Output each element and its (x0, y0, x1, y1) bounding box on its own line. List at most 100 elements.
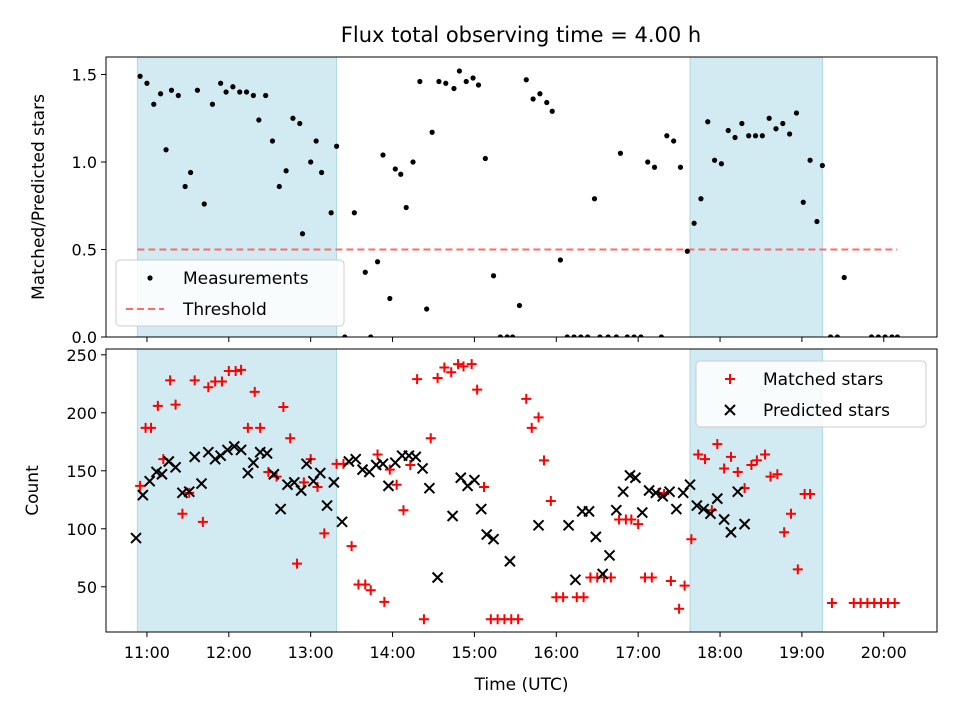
matched-star-point (785, 508, 796, 519)
measurement-point (297, 120, 303, 127)
predicted-star-point (209, 453, 221, 465)
predicted-star-point (718, 513, 730, 526)
y-tick-label: 0.0 (72, 328, 97, 347)
measurement-point (671, 138, 677, 144)
predicted-star-point (590, 531, 602, 543)
measurement-point (223, 89, 229, 95)
measurement-point (718, 161, 725, 167)
measurement-point (188, 169, 194, 176)
predicted-star-point (300, 458, 313, 470)
measurement-point (368, 334, 374, 337)
x-axis-label: Time (UTC) (474, 675, 569, 695)
plot-frame-1 (105, 348, 938, 633)
predicted-star-point (268, 468, 280, 480)
measurement-point (182, 183, 188, 190)
matched-star-point (412, 374, 423, 385)
y-tick-label: 200 (66, 404, 97, 423)
measurement-point (256, 117, 262, 123)
matched-star-point (453, 359, 464, 370)
predicted-star-point (596, 568, 609, 580)
matched-star-point (719, 463, 730, 474)
matched-star-point (189, 375, 200, 386)
predicted-star-point (446, 510, 459, 522)
matched-star-point (439, 362, 450, 373)
predicted-star-point (188, 451, 201, 463)
measurement-point (398, 171, 404, 177)
predicted-star-point (261, 447, 273, 460)
predicted-star-point (670, 503, 683, 515)
predicted-star-point (650, 487, 662, 499)
measurement-point (564, 334, 570, 337)
matched-star-point (203, 382, 214, 393)
measurement-point (841, 274, 847, 281)
y-tick-label: 1.0 (72, 153, 97, 172)
measurement-point (403, 204, 409, 211)
measurement-point (691, 220, 697, 226)
measurement-point (497, 334, 503, 337)
x-tick-label: 11:00 (124, 643, 170, 662)
plot-area-1 (130, 359, 900, 625)
matched-star-point (533, 412, 544, 423)
measurement-point (834, 334, 840, 337)
predicted-star-point (242, 467, 254, 479)
predicted-star-point (617, 485, 629, 498)
matched-star-point (558, 592, 569, 603)
predicted-star-point (532, 519, 545, 532)
predicted-star-point (475, 503, 487, 515)
matched-star-point (365, 585, 376, 596)
measurement-point (299, 231, 306, 237)
measurement-point (490, 273, 497, 279)
matched-star-point (152, 400, 163, 411)
matched-star-point (521, 393, 532, 404)
predicted-star-point (195, 477, 208, 490)
measurement-point (773, 126, 779, 132)
matched-star-point (626, 514, 637, 525)
measurement-point (664, 133, 670, 139)
measurement-point (638, 334, 644, 337)
measurement-point (392, 166, 398, 172)
predicted-star-point (423, 482, 436, 494)
x-tick-label: 14:00 (369, 643, 415, 662)
x-tick-label: 17:00 (615, 643, 661, 662)
predicted-star-point (657, 490, 669, 503)
measurement-point (875, 334, 881, 337)
predicted-star-point (691, 499, 703, 512)
matched-star-point (360, 579, 371, 590)
measurement-point (537, 91, 543, 97)
predicted-star-point (410, 451, 422, 463)
predicted-star-point (732, 485, 744, 498)
measurement-point (380, 152, 386, 158)
measurement-point (482, 155, 488, 162)
matched-star-point (633, 519, 644, 530)
matched-star-point (135, 480, 146, 491)
matched-star-point (805, 488, 816, 499)
predicted-star-point (274, 503, 287, 515)
measurement-point (201, 201, 207, 207)
measurement-point (617, 150, 624, 156)
legend-box-1 (695, 360, 927, 428)
matched-star-point (792, 564, 803, 575)
y-tick-label: 1.5 (72, 66, 97, 85)
measurement-point (645, 159, 651, 165)
matched-star-point (700, 454, 711, 465)
predicted-star-point (643, 484, 655, 497)
measurement-point (759, 133, 765, 139)
matched-star-point (346, 541, 357, 552)
predicted-star-point (725, 526, 737, 538)
measurement-point (318, 169, 325, 176)
measurement-point (613, 334, 619, 337)
matched-star-point (686, 534, 697, 545)
predicted-star-point (416, 462, 429, 475)
matched-star-point (679, 580, 690, 591)
predicted-star-point (343, 455, 355, 468)
predicted-star-point (382, 480, 395, 492)
measurement-point (313, 138, 319, 144)
matched-star-point (425, 433, 436, 444)
shaded-interval-1 (136, 348, 338, 633)
measurement-point (230, 84, 236, 90)
measurement-point (417, 78, 423, 85)
predicted-star-point (356, 463, 369, 476)
x-tick-label: 15:00 (451, 643, 497, 662)
predicted-star-point (169, 461, 182, 474)
measurement-point (868, 334, 875, 337)
